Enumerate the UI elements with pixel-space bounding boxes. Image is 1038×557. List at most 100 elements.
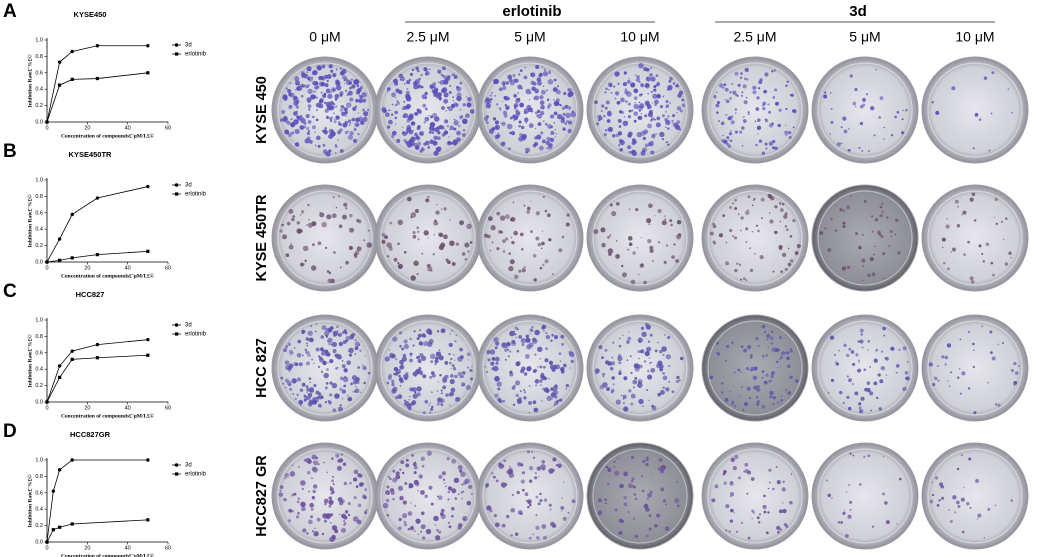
colony <box>785 525 789 528</box>
colony <box>416 273 419 276</box>
colony <box>561 106 566 110</box>
colony <box>499 215 506 221</box>
colony <box>991 356 996 361</box>
colony <box>676 375 680 380</box>
dish <box>586 442 694 550</box>
colony <box>615 133 620 138</box>
colony <box>649 362 651 364</box>
colony <box>842 221 846 225</box>
dish-rim <box>707 62 803 158</box>
colony <box>408 406 412 411</box>
colony <box>712 224 717 229</box>
colony <box>623 495 627 500</box>
colony <box>671 114 676 118</box>
colony <box>796 244 801 249</box>
colony <box>667 337 670 339</box>
colony <box>330 129 334 133</box>
colony <box>929 499 934 504</box>
colony <box>532 456 536 459</box>
colony <box>736 262 739 265</box>
colony <box>309 381 311 384</box>
colony <box>491 356 496 361</box>
colony <box>458 523 463 528</box>
colony <box>323 498 329 504</box>
colony <box>430 407 434 411</box>
colony <box>434 219 437 222</box>
colony <box>715 91 718 94</box>
colony <box>730 130 732 132</box>
colony <box>449 333 451 335</box>
colony <box>905 376 910 381</box>
colony <box>545 331 548 335</box>
colony <box>500 122 502 124</box>
colony <box>420 530 422 533</box>
colony <box>548 71 551 75</box>
colony <box>768 212 771 214</box>
colony <box>547 103 552 107</box>
colony <box>321 349 325 353</box>
colony <box>469 368 473 373</box>
colony <box>745 227 749 231</box>
colony <box>435 351 442 357</box>
colony <box>405 95 412 102</box>
colony <box>830 217 833 221</box>
colony <box>732 235 734 237</box>
colony <box>767 193 772 198</box>
colony <box>652 93 658 99</box>
colony <box>524 353 530 359</box>
colony <box>745 210 750 215</box>
colony <box>945 224 950 229</box>
plate <box>586 184 694 292</box>
colony <box>668 380 671 383</box>
colony <box>414 481 420 487</box>
colony <box>443 98 449 104</box>
colony <box>523 396 527 400</box>
colony <box>608 89 610 91</box>
colony <box>632 251 636 255</box>
colony <box>295 83 298 86</box>
colony <box>510 131 516 136</box>
colony <box>747 209 749 211</box>
colony <box>850 350 855 354</box>
colony <box>508 252 511 255</box>
colony <box>313 527 316 530</box>
colony <box>718 120 720 123</box>
y-axis-label: Inhibition Rate£¨%£© <box>26 335 33 388</box>
colony <box>637 382 643 388</box>
colony <box>438 244 445 250</box>
colony <box>422 374 427 379</box>
colony <box>671 122 674 124</box>
colony <box>339 70 345 76</box>
colony <box>509 350 512 353</box>
colony <box>308 337 314 343</box>
colony <box>341 364 346 369</box>
colony <box>326 116 329 119</box>
colony <box>308 399 314 406</box>
colony <box>327 327 333 332</box>
colony <box>420 511 425 516</box>
colony <box>510 507 515 513</box>
colony <box>751 230 754 233</box>
colony <box>854 87 858 92</box>
colony <box>739 130 743 134</box>
colony <box>615 399 621 405</box>
colony <box>778 202 782 205</box>
colony <box>888 244 891 247</box>
colony <box>352 138 358 143</box>
colony <box>468 106 471 108</box>
chart-title: KYSE450 <box>74 10 107 19</box>
colony <box>511 493 514 497</box>
colony <box>346 360 352 366</box>
colony <box>496 381 502 387</box>
colony <box>1010 369 1014 373</box>
colony <box>508 78 513 83</box>
colony <box>649 73 653 77</box>
colony <box>399 331 403 335</box>
plate <box>701 314 809 422</box>
colony <box>947 380 949 382</box>
colony <box>681 103 686 108</box>
colony <box>408 482 411 485</box>
colony <box>552 385 558 391</box>
colony <box>355 98 359 103</box>
colony <box>988 149 991 152</box>
